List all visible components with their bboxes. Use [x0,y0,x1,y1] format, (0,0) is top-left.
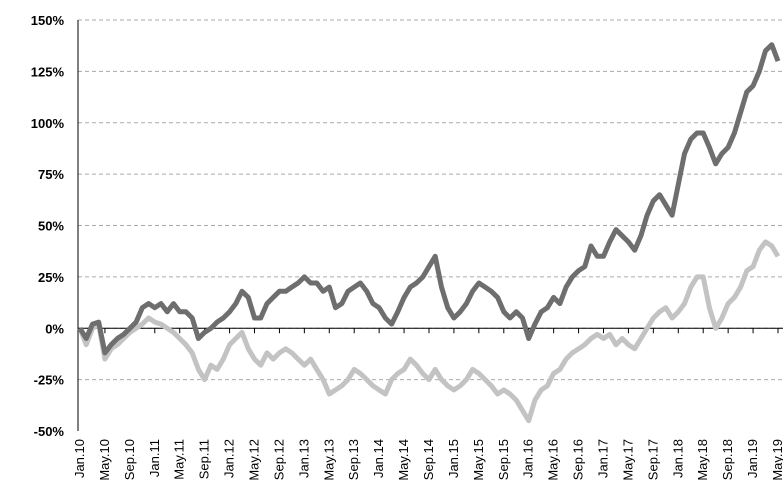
x-tick-label: Sep.11 [197,439,212,479]
x-tick-label: May.11 [172,439,187,480]
x-tick-label: May.16 [546,439,561,481]
y-tick-label: 100% [31,116,65,131]
x-tick-label: Jan.11 [147,439,162,477]
x-tick-label: Jan.15 [446,439,461,478]
x-tick-label: May.19 [770,439,783,481]
x-tick-label: May.13 [321,439,336,481]
x-tick-label: Sep.17 [645,439,660,480]
x-tick-label: May.10 [97,439,112,481]
y-tick-label: -50% [34,424,65,439]
y-tick-label: 150% [31,13,65,28]
x-tick-label: Jan.18 [670,439,685,478]
y-tick-label: 0% [45,321,64,336]
x-tick-label: Jan.17 [596,439,611,478]
x-tick-label: May.15 [471,439,486,481]
x-tick-label: Jan.19 [745,439,760,478]
x-tick-label: Jan.16 [521,439,536,478]
x-tick-label: Sep.10 [122,439,137,480]
y-tick-label: 25% [38,270,64,285]
x-tick-label: May.14 [396,439,411,481]
x-tick-label: Sep.18 [720,439,735,480]
x-tick-label: Jan.14 [371,439,386,478]
x-tick-label: Jan.13 [296,439,311,478]
x-tick-label: May.17 [620,439,635,481]
x-tick-label: Sep.12 [271,439,286,480]
series-line [77,239,781,424]
x-tick-label: Sep.13 [346,439,361,480]
x-tick-label: Sep.14 [421,439,436,480]
x-tick-label: Jan.10 [72,439,87,478]
x-tick-label: May.12 [247,439,262,481]
y-tick-label: 75% [38,167,64,182]
x-tick-label: Sep.16 [571,439,586,480]
y-tick-label: 50% [38,219,64,234]
x-tick-label: Jan.12 [222,439,237,478]
y-tick-label: 125% [31,64,65,79]
x-tick-label: Sep.15 [496,439,511,480]
x-tick-label: May.18 [695,439,710,481]
y-tick-label: -25% [34,373,65,388]
series-line [77,42,781,356]
